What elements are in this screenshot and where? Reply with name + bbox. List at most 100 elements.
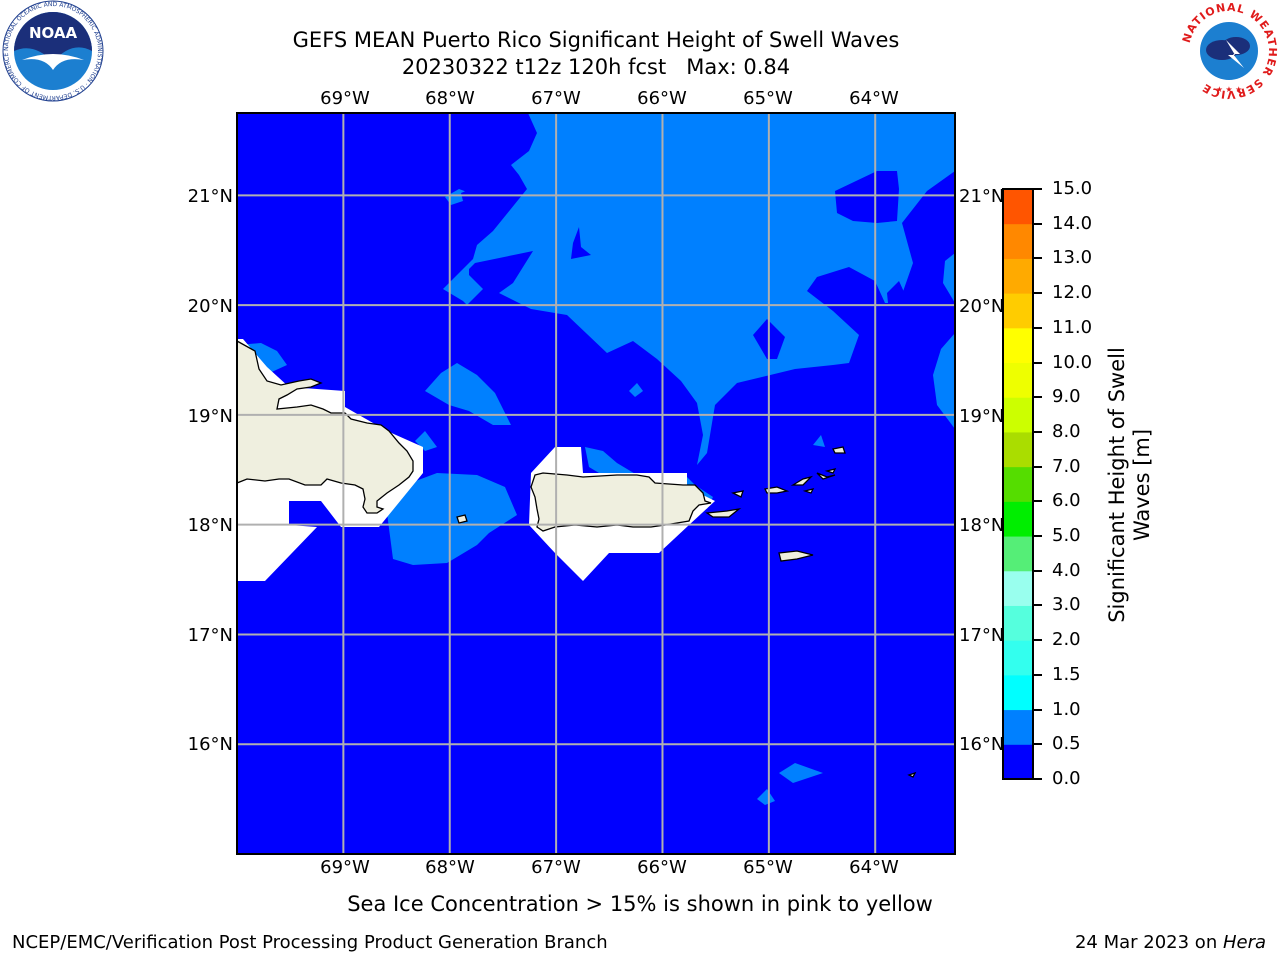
colorbar-swatch: [1003, 501, 1033, 537]
colorbar-swatch: [1003, 362, 1033, 398]
colorbar-tick-label: 10.0: [1052, 351, 1093, 373]
colorbar-swatch: [1003, 223, 1033, 259]
lat-label-left: 19°N: [187, 406, 233, 427]
colorbar-swatch: [1003, 431, 1033, 468]
colorbar-tick-label: 13.0: [1052, 247, 1093, 269]
colorbar-tick-label: 2.0: [1052, 629, 1081, 651]
swell-region-hole: [835, 171, 899, 223]
swell-region-hole: [887, 281, 909, 323]
st-thomas-island: [764, 486, 790, 494]
colorbar-tick-mark: [1034, 430, 1042, 433]
colorbar-tick-mark: [1034, 222, 1042, 225]
colorbar-tick-mark: [1034, 188, 1042, 190]
colorbar-tick-label: 7.0: [1052, 455, 1081, 477]
colorbar-frame: [1002, 188, 1034, 780]
colorbar-label-line2: Waves [m]: [1130, 428, 1154, 542]
sea-ice-note: Sea Ice Concentration > 15% is shown in …: [0, 891, 1280, 917]
map-frame: [236, 112, 956, 855]
culebra-island: [731, 490, 744, 498]
land: [236, 339, 917, 778]
colorbar-tick-mark: [1034, 361, 1042, 364]
colorbar-tick-label: 1.5: [1052, 663, 1081, 685]
colorbar-tick-mark: [1034, 535, 1042, 538]
tortola-island: [816, 472, 836, 480]
colorbar-swatch: [1003, 709, 1033, 745]
lon-label-bottom: 67°W: [531, 857, 581, 878]
footer-date: 24 Mar 2023 on Hera: [1075, 933, 1266, 953]
footer-date-text: 24 Mar 2023 on: [1074, 932, 1223, 953]
hispaniola-landmass: [236, 339, 414, 514]
colorbar-swatch: [1003, 466, 1033, 502]
lon-label-bottom: 69°W: [320, 857, 370, 878]
colorbar-tick-mark: [1034, 673, 1042, 676]
st-croix-island: [778, 550, 814, 562]
swell-region-hole: [461, 187, 477, 201]
footer-producer: NCEP/EMC/Verification Post Processing Pr…: [12, 932, 608, 953]
lat-label-right: 21°N: [959, 186, 1005, 207]
colorbar-tick-mark: [1034, 326, 1042, 329]
colorbar-tick-label: 1.0: [1052, 698, 1081, 720]
colorbar-tick-mark: [1034, 743, 1042, 746]
lat-label-right: 16°N: [959, 734, 1005, 755]
swell-height-map: [236, 112, 956, 855]
virgin-gorda-island: [802, 488, 815, 494]
colorbar-swatch: [1003, 605, 1033, 641]
lat-label-left: 20°N: [187, 296, 233, 317]
colorbar-swatch: [1003, 293, 1033, 329]
colorbar-swatch: [1003, 674, 1033, 711]
puerto-rico-landmass: [530, 472, 712, 532]
lon-label-top: 67°W: [531, 88, 581, 109]
colorbar-tick-label: 15.0: [1052, 178, 1093, 199]
colorbar-tick-label: 8.0: [1052, 420, 1081, 442]
colorbar-tick-mark: [1034, 396, 1042, 399]
sea-ice-note-text: Sea Ice Concentration > 15% is shown in …: [347, 892, 933, 916]
colorbar-swatch: [1003, 189, 1033, 225]
swell-band-0-0.5: [461, 171, 909, 359]
lat-label-right: 17°N: [959, 625, 1005, 646]
colorbar-tick-mark: [1034, 257, 1042, 260]
swell-region-patch: [629, 383, 643, 397]
colorbar-label: Significant Height of Swell Waves [m]: [1105, 347, 1155, 623]
lon-label-bottom: 64°W: [849, 857, 899, 878]
lon-label-top: 68°W: [425, 88, 475, 109]
colorbar-swatch: [1003, 744, 1033, 780]
colorbar-tick-label: 12.0: [1052, 282, 1093, 304]
noaa-logo-text: NOAA: [29, 24, 78, 42]
swell-region-northeast: [443, 113, 955, 465]
lon-label-top: 66°W: [637, 88, 687, 109]
lon-label-bottom: 66°W: [637, 857, 687, 878]
swell-region-patch: [387, 473, 517, 565]
swell-region-patch: [813, 435, 825, 447]
swell-region-patch: [779, 763, 823, 783]
colorbar-tick-label: 4.0: [1052, 559, 1081, 581]
anegada-island: [832, 446, 846, 454]
map-subtitle: 20230322 t12z 120h fcst Max: 0.84: [401, 55, 791, 79]
colorbar-tick-mark: [1034, 500, 1042, 503]
swell-region-patch: [943, 253, 955, 303]
colorbar: [1002, 188, 1034, 780]
colorbar-tick-mark: [1034, 639, 1042, 642]
svg-text:★ ★ ★: ★ ★ ★: [1216, 85, 1243, 94]
colorbar-tick-mark: [1034, 778, 1042, 780]
colorbar-tick-mark: [1034, 465, 1042, 468]
st-john-island: [790, 475, 814, 486]
lat-label-left: 17°N: [187, 625, 233, 646]
colorbar-swatch: [1003, 397, 1033, 433]
map-title: GEFS MEAN Puerto Rico Significant Height…: [292, 28, 900, 52]
nws-logo: NATIONAL WEATHER SERVICE ★ ★ ★: [1180, 1, 1278, 101]
colorbar-tick-label: 5.0: [1052, 525, 1081, 547]
colorbar-swatch: [1003, 258, 1033, 294]
colorbar-tick-label: 3.0: [1052, 594, 1081, 616]
lat-label-left: 21°N: [187, 186, 233, 207]
colorbar-tick-label: 9.0: [1052, 386, 1081, 408]
lon-label-top: 65°W: [743, 88, 793, 109]
lat-label-left: 18°N: [187, 515, 233, 536]
colorbar-swatch: [1003, 640, 1033, 676]
swell-region-patch: [425, 363, 511, 425]
colorbar-swatch: [1003, 570, 1033, 606]
lon-label-top: 64°W: [849, 88, 899, 109]
lat-label-right: 20°N: [959, 296, 1005, 317]
lon-label-bottom: 65°W: [743, 857, 793, 878]
colorbar-tick-label: 6.0: [1052, 490, 1081, 512]
colorbar-tick-label: 11.0: [1052, 316, 1093, 338]
